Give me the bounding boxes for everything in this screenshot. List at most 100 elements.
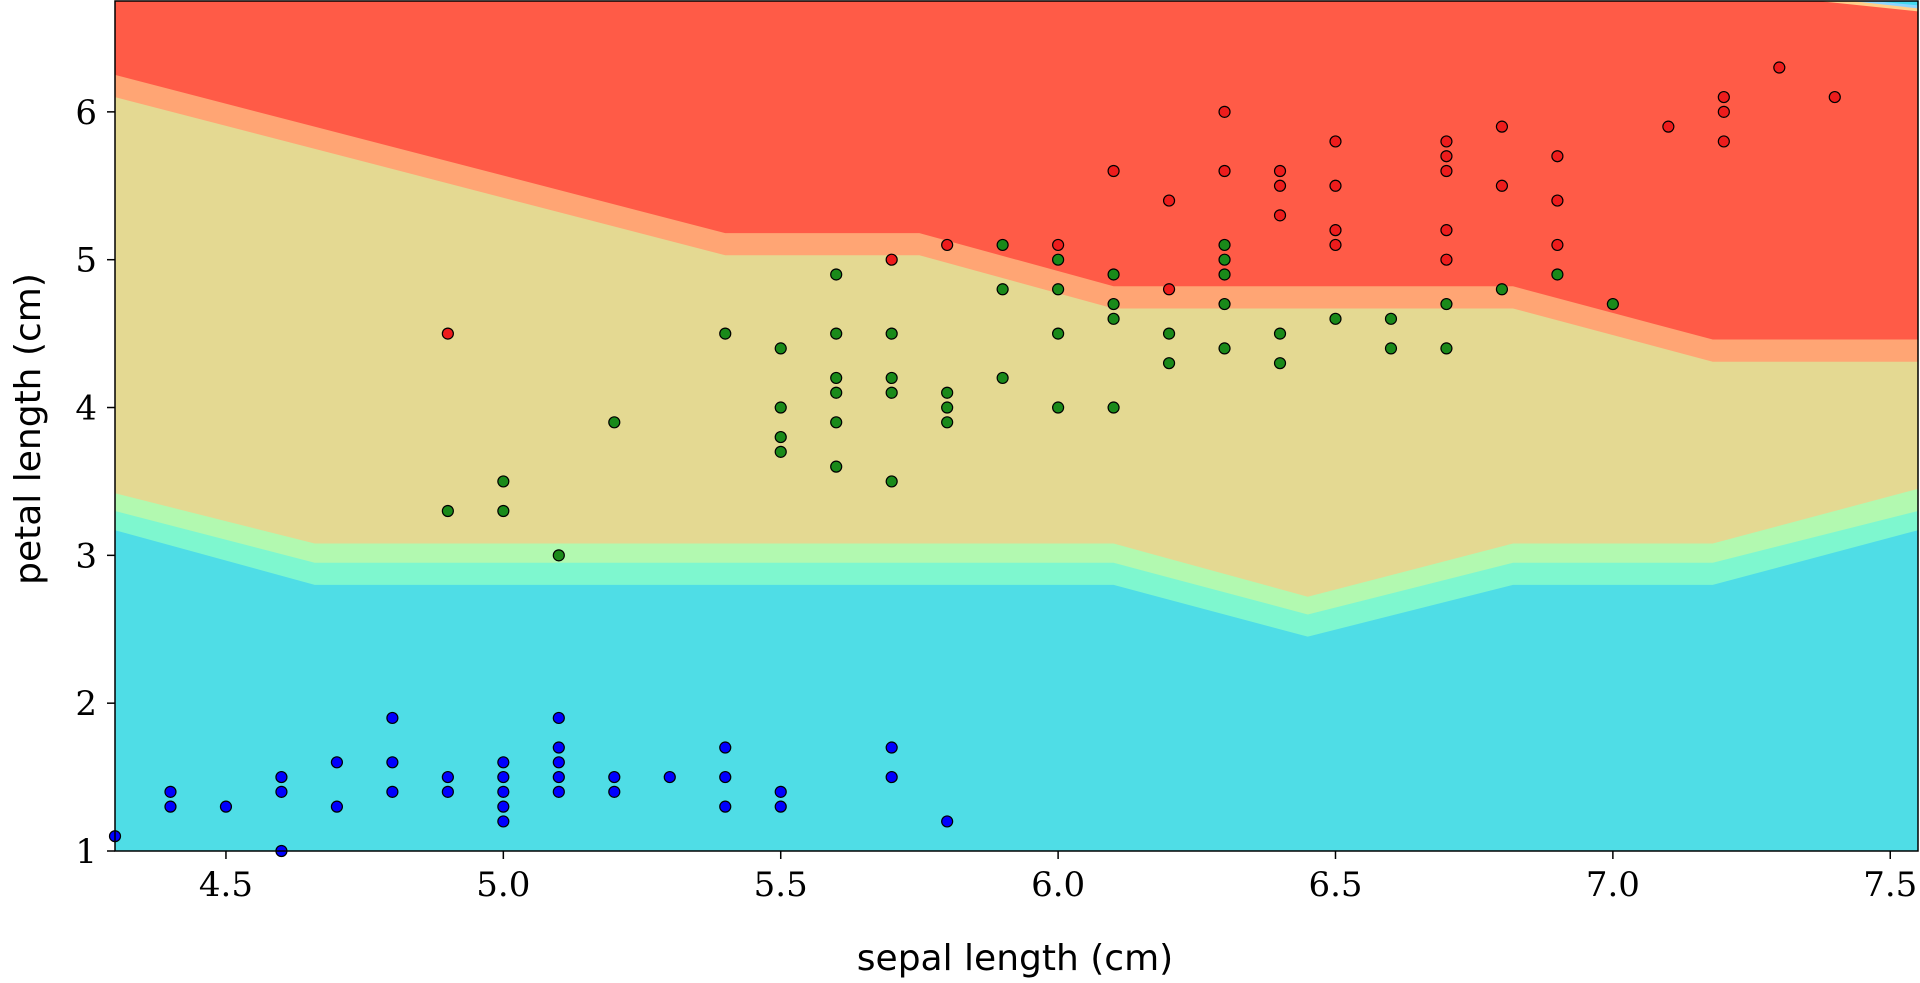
data-point	[941, 815, 954, 828]
data-point	[275, 770, 288, 784]
data-point	[941, 386, 954, 399]
data-point	[1495, 283, 1509, 296]
data-point	[608, 770, 621, 784]
x-axis-label: sepal length (cm)	[857, 938, 1173, 979]
data-point	[1052, 401, 1065, 414]
y-tick-label: 4	[75, 389, 97, 429]
data-point	[941, 401, 954, 414]
data-point	[1107, 401, 1120, 414]
data-point	[1329, 135, 1342, 148]
axes	[107, 0, 1919, 859]
data-point	[1329, 224, 1342, 237]
data-point	[1107, 268, 1120, 281]
data-point	[1218, 238, 1231, 252]
data-point	[1717, 135, 1730, 148]
x-tick-label: 5.5	[754, 865, 808, 905]
data-point	[1662, 120, 1675, 133]
data-point	[1162, 357, 1176, 370]
y-tick-label: 3	[75, 536, 97, 576]
data-point	[719, 741, 732, 754]
data-point	[497, 815, 510, 828]
data-point	[1828, 90, 1841, 104]
data-point	[1384, 312, 1398, 325]
data-point	[441, 504, 454, 518]
data-point	[1551, 150, 1564, 163]
data-point	[164, 800, 177, 813]
data-point	[885, 386, 898, 399]
data-point	[774, 800, 787, 813]
data-point	[885, 327, 898, 340]
data-point	[885, 770, 898, 784]
scatter-points	[108, 61, 1841, 858]
data-point	[386, 711, 399, 725]
data-point	[497, 504, 510, 518]
y-tick-label: 1	[75, 832, 97, 872]
data-point	[996, 283, 1009, 296]
data-point	[1440, 253, 1453, 266]
data-point	[608, 416, 621, 429]
data-point	[830, 371, 843, 385]
data-point	[719, 327, 732, 340]
data-point	[1052, 283, 1065, 296]
data-point	[1440, 297, 1453, 311]
data-point	[330, 756, 344, 769]
data-point	[1384, 342, 1398, 355]
data-point	[1273, 179, 1287, 192]
data-point	[552, 741, 565, 754]
data-point	[1218, 164, 1231, 178]
x-tick-label: 6.0	[1031, 865, 1085, 905]
data-point	[1218, 342, 1231, 355]
y-tick-label: 6	[75, 93, 97, 133]
data-point	[996, 238, 1009, 252]
x-tick-label: 7.5	[1863, 865, 1917, 905]
data-point	[830, 327, 843, 340]
data-point	[1052, 253, 1065, 266]
data-point	[330, 800, 344, 813]
data-point	[1162, 327, 1176, 340]
data-point	[774, 785, 787, 798]
data-point	[1273, 164, 1287, 178]
data-point	[1495, 120, 1509, 133]
data-point	[1440, 164, 1453, 178]
data-point	[774, 342, 787, 355]
data-point	[1107, 297, 1120, 311]
data-point	[941, 238, 954, 252]
decision-regions	[115, 1, 1918, 851]
plot-frame	[114, 0, 1919, 852]
region-high	[115, 1, 1918, 340]
data-point	[830, 460, 843, 473]
data-point	[1273, 357, 1287, 370]
data-point	[885, 371, 898, 385]
data-point	[1495, 179, 1509, 192]
data-point	[1329, 238, 1342, 252]
data-point	[774, 430, 787, 444]
data-point	[552, 785, 565, 798]
data-point	[552, 770, 565, 784]
data-point	[1440, 135, 1453, 148]
data-point	[1551, 194, 1564, 207]
data-point	[164, 785, 177, 798]
x-tick-label: 4.5	[199, 865, 253, 905]
data-point	[552, 756, 565, 769]
data-point	[441, 785, 454, 798]
data-point	[219, 800, 233, 813]
data-point	[996, 371, 1009, 385]
data-point	[1440, 342, 1453, 355]
data-point	[1162, 194, 1176, 207]
x-tick-label: 6.5	[1308, 865, 1362, 905]
data-point	[386, 785, 399, 798]
data-point	[1717, 90, 1730, 104]
data-point	[719, 800, 732, 813]
data-point	[1052, 238, 1065, 252]
data-point	[1218, 297, 1231, 311]
data-point	[386, 756, 399, 769]
data-point	[497, 770, 510, 784]
data-point	[497, 756, 510, 769]
data-point	[774, 445, 787, 458]
data-point	[1440, 150, 1453, 163]
data-point	[1218, 268, 1231, 281]
data-point	[1107, 164, 1120, 178]
data-point	[441, 327, 454, 340]
y-axis-label: petal length (cm)	[8, 273, 49, 585]
